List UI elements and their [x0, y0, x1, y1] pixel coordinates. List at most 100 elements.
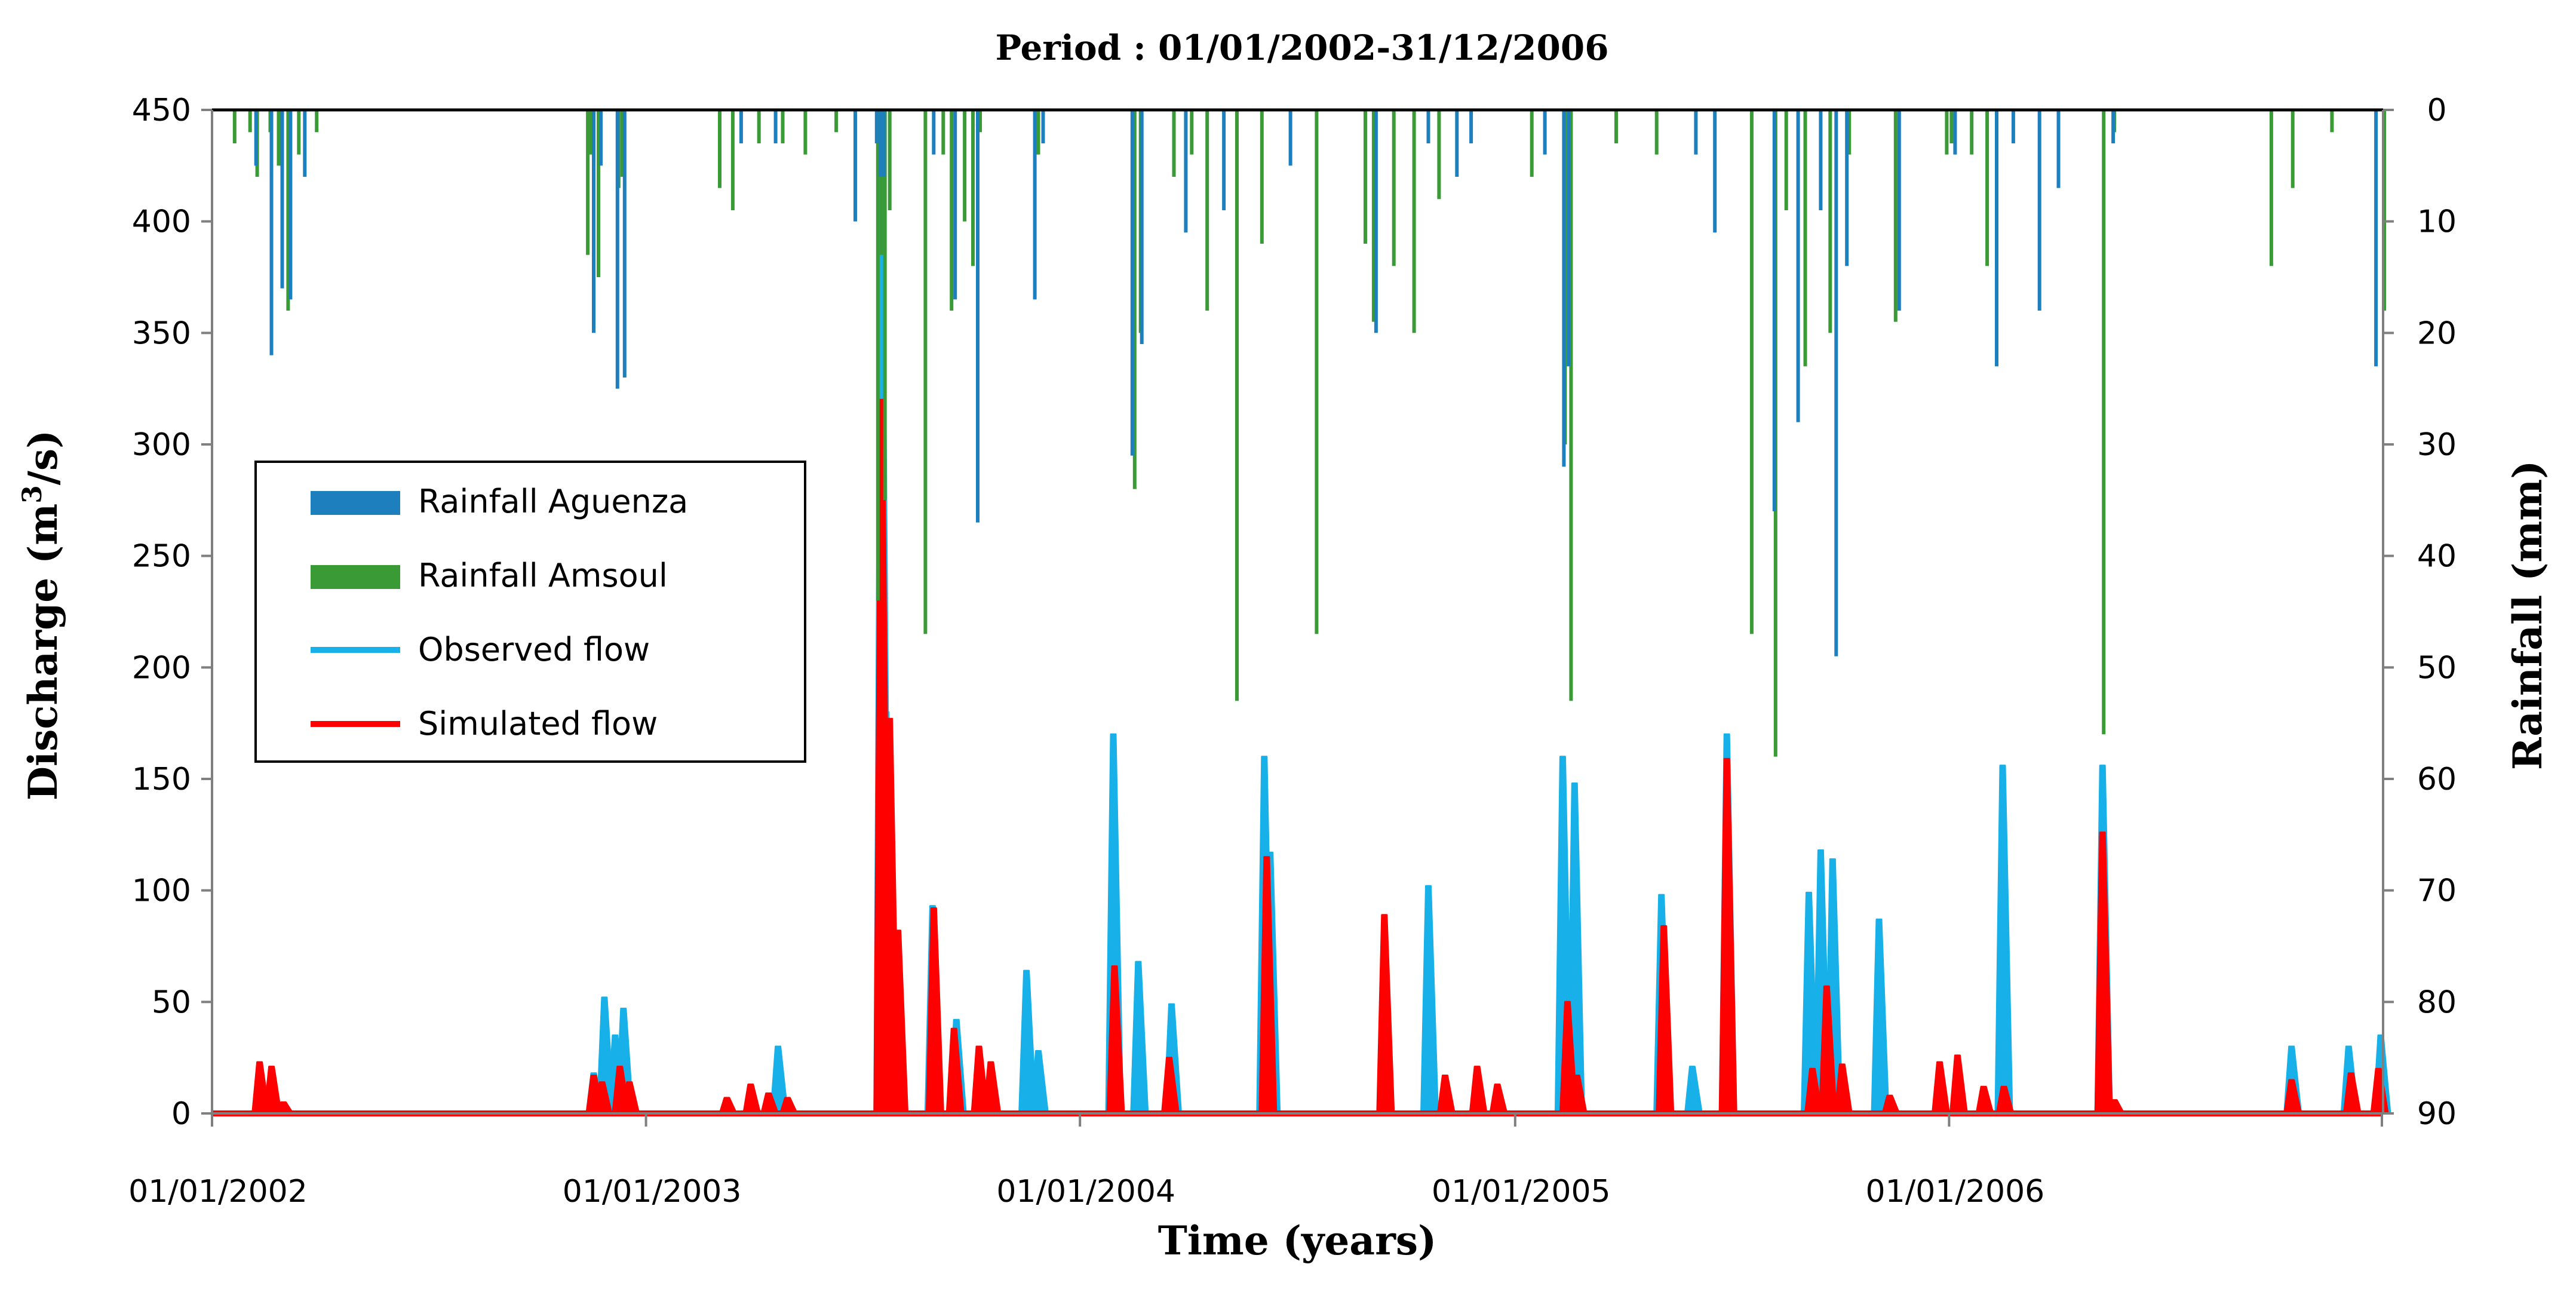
observed-flow-point [1420, 885, 1439, 1115]
rainfall-aguenza-bar [1772, 110, 1776, 511]
simulated-flow-point [1376, 914, 1395, 1115]
y-left-tick-label: 150 [132, 762, 191, 797]
rainfall-aguenza-bar [1562, 110, 1566, 467]
rainfall-amsoul-bar [1190, 110, 1194, 155]
rainfall-aguenza-bar [2056, 110, 2061, 188]
rainfall-amsoul-bar [1985, 110, 1989, 266]
marks-layer [212, 110, 2391, 1116]
legend-label: Rainfall Amsoul [418, 557, 668, 594]
y-axis-left-title-main: Discharge (m [20, 504, 66, 800]
rainfall-amsoul-bar [1970, 110, 1974, 155]
simulated-flow-point [742, 1084, 762, 1115]
rainfall-aguenza-bar [882, 110, 886, 177]
observed-flow-point [1871, 918, 1890, 1115]
rainfall-aguenza-bar [303, 110, 307, 177]
rainfall-aguenza-bar [976, 110, 980, 523]
rainfall-aguenza-bar [1819, 110, 1823, 210]
y-left-tick-label: 300 [132, 427, 191, 463]
simulated-flow-series [212, 398, 2389, 1116]
y-axis-left-title: Discharge (m3/s) [17, 430, 66, 800]
rainfall-aguenza-bar [592, 110, 595, 333]
rainfall-amsoul-bar [1949, 110, 1954, 143]
rainfall-aguenza-bar [739, 110, 743, 143]
simulated-flow-point [1436, 1075, 1456, 1115]
rainfall-aguenza-bar [1897, 110, 1901, 311]
rainfall-amsoul-bar [1235, 110, 1239, 701]
y-left-tick-label: 50 [152, 984, 191, 1020]
rainfall-amsoul-bar [718, 110, 721, 188]
rainfall-amsoul-bar [888, 110, 892, 210]
y-right-tick-label: 30 [2417, 427, 2457, 463]
rainfall-aguenza-bar [1184, 110, 1188, 233]
rainfall-aguenza-bar [1288, 110, 1292, 166]
rainfall-amsoul-bar [1315, 110, 1319, 634]
rainfall-aguenza-bar [878, 110, 882, 177]
rainfall-aguenza-bar [599, 110, 603, 166]
simulated-flow-point [1975, 1085, 1994, 1115]
rainfall-amsoul-bar [232, 110, 237, 143]
legend-swatch [311, 565, 400, 589]
rainfall-amsoul-bar [1260, 110, 1264, 244]
rainfall-amsoul-bar [1893, 110, 1898, 322]
rainfall-aguenza-bar [1694, 110, 1698, 155]
legend-label: Observed flow [418, 631, 650, 668]
x-tick-label: 01/01/2002 [128, 1174, 308, 1210]
rainfall-amsoul-bar [1945, 110, 1949, 155]
rainfall-amsoul-bar [1569, 110, 1573, 701]
rainfall-amsoul-bar [586, 110, 590, 255]
x-tick-label: 01/01/2006 [1866, 1174, 2045, 1210]
rainfall-aguenza-bar [1845, 110, 1849, 266]
y-right-tick-label: 40 [2417, 539, 2457, 575]
rainfall-aguenza-bar [615, 110, 619, 389]
y-right-tick-label: 0 [2427, 93, 2446, 128]
y-right-tick-label: 50 [2417, 650, 2457, 686]
simulated-flow-point [1932, 1061, 1950, 1115]
rainfall-amsoul-bar [1749, 110, 1754, 634]
rainfall-amsoul-bar [879, 110, 883, 255]
rainfall-amsoul-bar [730, 110, 735, 210]
rainfall-aguenza-bar [1713, 110, 1717, 233]
rainfall-amsoul-bar [297, 110, 301, 155]
rainfall-amsoul-bar [277, 110, 281, 166]
rainfall-amsoul-bar [1371, 110, 1375, 322]
rainfall-aguenza-bar [1374, 110, 1378, 333]
x-axis-title: Time (years) [1158, 1217, 1436, 1264]
simulated-flow-point [1949, 1054, 1968, 1115]
legend-items: Rainfall Aguenza Rainfall Amsoul Observed … [311, 483, 688, 742]
rainfall-amsoul-bar [286, 110, 290, 311]
chart-title: Period : 01/01/2002-31/12/2006 [995, 27, 1608, 68]
y-left-tick-label: 100 [132, 873, 191, 909]
observed-flow-point [1130, 961, 1149, 1115]
y-right-tick-label: 90 [2417, 1096, 2457, 1132]
simulated-flow-point [982, 1061, 1002, 1115]
rainfall-amsoul-bar [597, 110, 600, 277]
y-left-tick-label: 200 [132, 650, 191, 686]
observed-flow-point [1684, 1066, 1703, 1115]
rainfall-aguenza-bar [1455, 110, 1459, 177]
rainfall-aguenza-bar [2037, 110, 2041, 311]
rainfall-aguenza-bar [1796, 110, 1800, 422]
rainfall-amsoul-bar [1847, 110, 1852, 155]
rainfall-aguenza-bar [874, 110, 879, 143]
rainfall-amsoul-bar [978, 110, 982, 133]
rainfall-aguenza-bar [1041, 110, 1045, 143]
y-axis-right-title: Rainfall (mm) [2504, 461, 2551, 771]
rainfall-aguenza-series [254, 110, 2378, 656]
y-left-tick-label: 400 [132, 204, 191, 240]
rainfall-amsoul-bar [1784, 110, 1788, 210]
simulated-flow-point [1469, 1066, 1488, 1115]
rainfall-aguenza-bar [1140, 110, 1144, 344]
rainfall-aguenza-bar [773, 110, 778, 143]
rainfall-amsoul-bar [1205, 110, 1209, 311]
rainfall-amsoul-bar [1828, 110, 1832, 333]
rainfall-aguenza-bar [1834, 110, 1838, 656]
rainfall-aguenza-bar [1426, 110, 1430, 143]
rainfall-aguenza-bar [622, 110, 627, 378]
rainfall-amsoul-bar [1172, 110, 1176, 177]
rainfall-aguenza-bar [1130, 110, 1134, 456]
rainfall-amsoul-bar [781, 110, 785, 143]
rainfall-amsoul-bar [941, 110, 945, 155]
rainfall-amsoul-bar [876, 110, 880, 601]
rainfall-aguenza-bar [280, 110, 284, 289]
